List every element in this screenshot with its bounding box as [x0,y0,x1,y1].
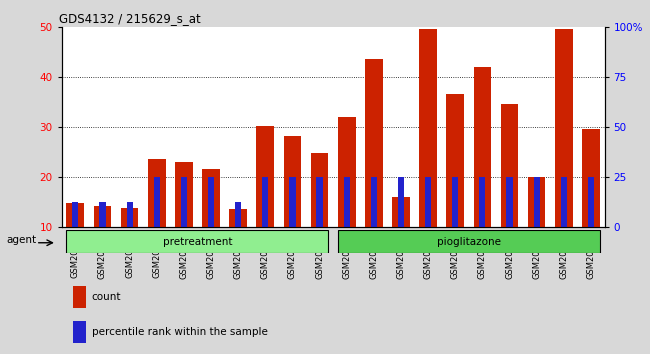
Bar [73,286,86,308]
Bar [148,159,166,227]
Bar [474,67,491,227]
Bar [153,177,160,227]
Bar [99,201,105,227]
Bar [289,177,296,227]
Bar [338,116,356,227]
Bar [257,126,274,227]
Bar [208,177,214,227]
Bar [94,206,111,227]
Bar [528,177,545,227]
Bar [419,29,437,227]
Bar [66,202,84,227]
Text: count: count [92,292,122,302]
Bar [72,201,79,227]
Bar [338,230,600,253]
Bar [561,177,567,227]
Bar [588,177,594,227]
Bar [534,177,540,227]
Bar [121,207,138,227]
Bar [392,196,410,227]
Bar [311,153,328,227]
Bar [555,29,573,227]
Text: percentile rank within the sample: percentile rank within the sample [92,327,268,337]
Bar [425,177,431,227]
Text: pioglitazone: pioglitazone [437,236,500,247]
Text: GDS4132 / 215629_s_at: GDS4132 / 215629_s_at [59,12,201,25]
Text: agent: agent [6,235,36,245]
Bar [73,321,86,343]
Bar [235,201,241,227]
Bar [506,177,513,227]
Bar [398,177,404,227]
Bar [202,169,220,227]
Bar [452,177,458,227]
Bar [262,177,268,227]
Bar [229,209,247,227]
Bar [181,177,187,227]
Bar [582,129,600,227]
Bar [447,94,464,227]
Bar [175,161,192,227]
Bar [317,177,322,227]
Bar [66,230,328,253]
Bar [283,136,301,227]
Bar [127,201,133,227]
Bar [500,104,518,227]
Text: pretreatment: pretreatment [162,236,232,247]
Bar [344,177,350,227]
Bar [370,177,377,227]
Bar [479,177,486,227]
Bar [365,59,383,227]
